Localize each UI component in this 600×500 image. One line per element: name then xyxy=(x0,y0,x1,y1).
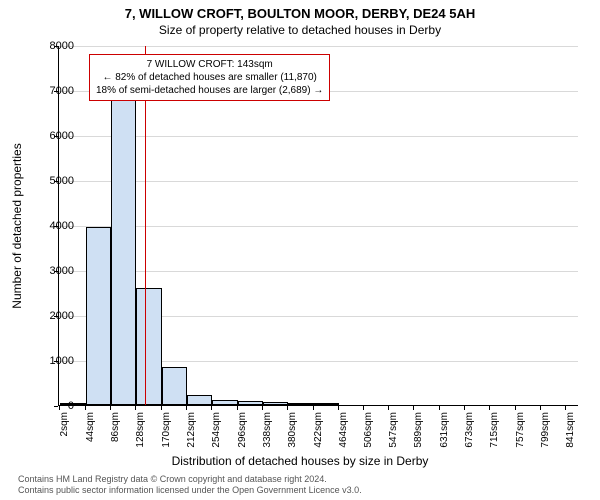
gridline xyxy=(59,271,578,272)
annotation-line1: 7 WILLOW CROFT: 143sqm xyxy=(96,58,323,71)
x-tick-label: 547sqm xyxy=(388,412,399,462)
histogram-bar xyxy=(314,403,339,405)
x-tick-label: 170sqm xyxy=(161,412,172,462)
histogram-bar xyxy=(111,99,136,405)
x-tick-label: 506sqm xyxy=(363,412,374,462)
x-tick-mark xyxy=(388,406,389,410)
x-tick-mark xyxy=(489,406,490,410)
chart-title: 7, WILLOW CROFT, BOULTON MOOR, DERBY, DE… xyxy=(0,0,600,21)
x-tick-mark xyxy=(439,406,440,410)
y-tick-mark xyxy=(54,316,58,317)
x-tick-mark xyxy=(287,406,288,410)
x-tick-mark xyxy=(186,406,187,410)
plot-area: 7 WILLOW CROFT: 143sqm ← 82% of detached… xyxy=(58,46,578,406)
y-tick-mark xyxy=(54,361,58,362)
x-tick-mark xyxy=(135,406,136,410)
y-tick-mark xyxy=(54,226,58,227)
x-tick-label: 841sqm xyxy=(565,412,576,462)
annotation-line2: ← 82% of detached houses are smaller (11… xyxy=(96,71,323,84)
x-tick-mark xyxy=(413,406,414,410)
x-tick-label: 212sqm xyxy=(186,412,197,462)
histogram-bar xyxy=(136,288,161,405)
x-tick-label: 715sqm xyxy=(489,412,500,462)
gridline xyxy=(59,226,578,227)
x-tick-mark xyxy=(262,406,263,410)
x-tick-label: 799sqm xyxy=(540,412,551,462)
x-tick-label: 631sqm xyxy=(439,412,450,462)
x-tick-mark xyxy=(211,406,212,410)
y-tick-mark xyxy=(54,136,58,137)
x-tick-label: 128sqm xyxy=(135,412,146,462)
gridline xyxy=(59,136,578,137)
x-tick-mark xyxy=(363,406,364,410)
x-tick-mark xyxy=(565,406,566,410)
x-tick-label: 380sqm xyxy=(287,412,298,462)
chart-subtitle: Size of property relative to detached ho… xyxy=(0,21,600,37)
gridline xyxy=(59,46,578,47)
gridline xyxy=(59,181,578,182)
x-tick-mark xyxy=(85,406,86,410)
x-tick-mark xyxy=(237,406,238,410)
x-tick-label: 44sqm xyxy=(85,412,96,462)
y-tick-mark xyxy=(54,406,58,407)
y-tick-mark xyxy=(54,271,58,272)
histogram-bar xyxy=(288,403,313,405)
annotation-line3: 18% of semi-detached houses are larger (… xyxy=(96,84,323,97)
y-tick-mark xyxy=(54,181,58,182)
histogram-bar xyxy=(162,367,187,405)
x-tick-mark xyxy=(161,406,162,410)
y-axis-label: Number of detached properties xyxy=(10,143,24,308)
histogram-bar xyxy=(238,401,263,405)
x-tick-label: 589sqm xyxy=(413,412,424,462)
histogram-bar xyxy=(212,400,237,405)
footer-line1: Contains HM Land Registry data © Crown c… xyxy=(18,474,362,485)
x-tick-label: 254sqm xyxy=(211,412,222,462)
x-tick-mark xyxy=(313,406,314,410)
histogram-bar xyxy=(187,395,212,405)
histogram-bar xyxy=(86,227,111,405)
x-tick-label: 2sqm xyxy=(59,412,70,462)
footer-line2: Contains public sector information licen… xyxy=(18,485,362,496)
x-tick-label: 757sqm xyxy=(515,412,526,462)
x-tick-mark xyxy=(515,406,516,410)
x-tick-label: 673sqm xyxy=(464,412,475,462)
x-tick-label: 86sqm xyxy=(110,412,121,462)
x-tick-mark xyxy=(110,406,111,410)
x-tick-label: 338sqm xyxy=(262,412,273,462)
x-tick-mark xyxy=(338,406,339,410)
x-tick-label: 422sqm xyxy=(313,412,324,462)
histogram-bar xyxy=(263,402,288,405)
x-tick-mark xyxy=(540,406,541,410)
x-tick-label: 296sqm xyxy=(237,412,248,462)
annotation-box: 7 WILLOW CROFT: 143sqm ← 82% of detached… xyxy=(89,54,330,101)
footer-attribution: Contains HM Land Registry data © Crown c… xyxy=(18,474,362,496)
y-tick-mark xyxy=(54,46,58,47)
y-tick-mark xyxy=(54,91,58,92)
chart-container: 7, WILLOW CROFT, BOULTON MOOR, DERBY, DE… xyxy=(0,0,600,500)
x-tick-mark xyxy=(464,406,465,410)
x-tick-mark xyxy=(59,406,60,410)
x-tick-label: 464sqm xyxy=(338,412,349,462)
